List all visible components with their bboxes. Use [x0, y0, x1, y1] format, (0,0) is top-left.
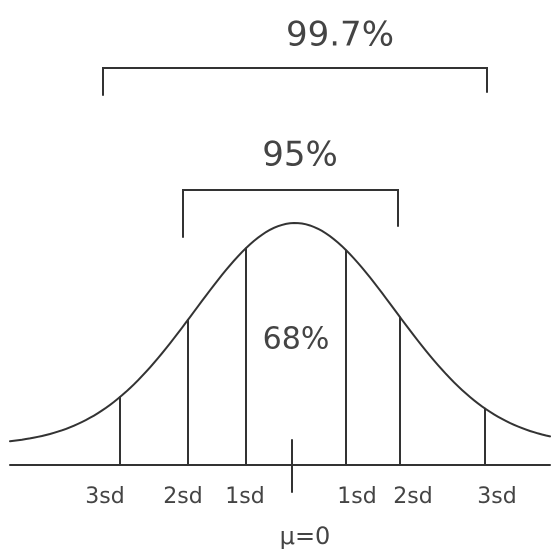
sd-label: 2sd [163, 484, 202, 509]
sd-label: 3sd [85, 484, 124, 509]
sd-label: 2sd [393, 484, 432, 509]
mean-label: μ=0 [280, 522, 331, 550]
bell-curve [9, 221, 551, 443]
sd-label: 1sd [337, 484, 376, 509]
bracket-middle [182, 189, 399, 238]
middle-percent: 95% [262, 135, 338, 175]
inner-percent: 68% [263, 322, 330, 357]
outer-percent: 99.7% [286, 15, 394, 55]
bracket-outer [102, 67, 488, 96]
sd-label: 3sd [477, 484, 516, 509]
sd-label: 1sd [225, 484, 264, 509]
